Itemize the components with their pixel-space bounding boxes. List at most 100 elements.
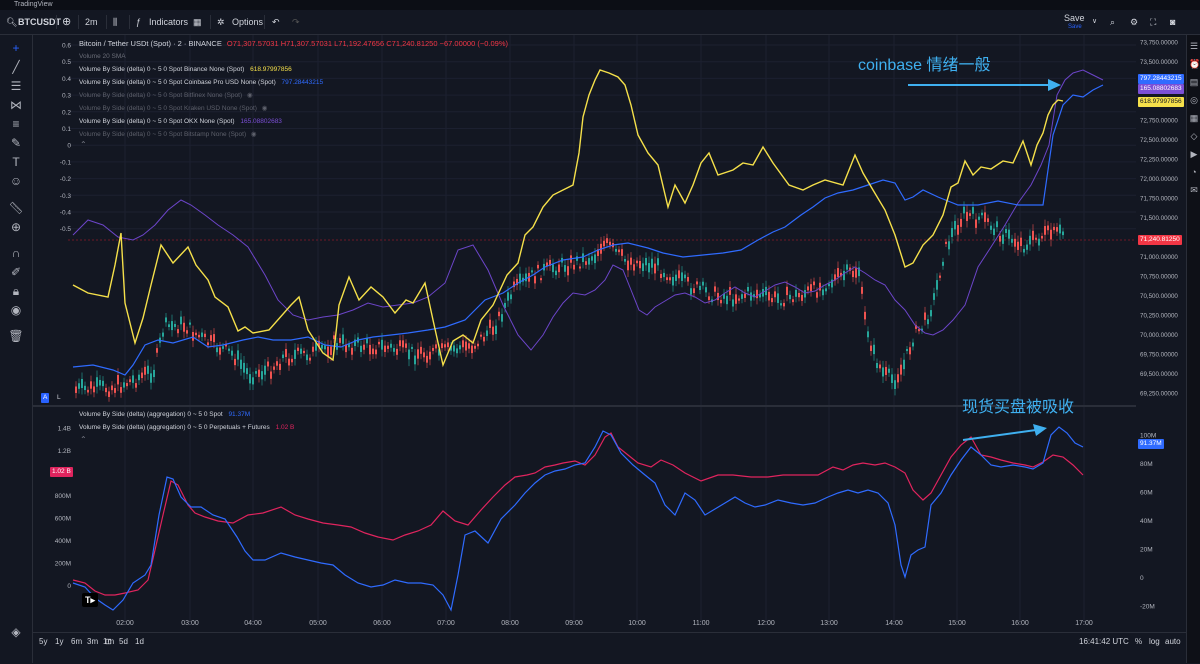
candle-body xyxy=(168,324,170,328)
emoji-icon[interactable]: ☺ xyxy=(9,174,23,188)
binance-value-tag: 618.97997856 xyxy=(1138,97,1184,107)
trash-icon[interactable]: 🗑︎ xyxy=(8,329,24,343)
candle-body xyxy=(351,347,353,355)
candle-body xyxy=(717,292,719,301)
range-button-6m[interactable]: 6m xyxy=(71,637,83,646)
compare-symbol-button[interactable]: ⊕ xyxy=(62,16,72,28)
streams-icon[interactable]: ▶ xyxy=(1190,149,1198,159)
crosshair-icon[interactable]: + xyxy=(12,41,20,55)
candle-body xyxy=(1026,244,1028,250)
log-scale-marker[interactable]: L xyxy=(57,394,61,401)
quick-search-icon[interactable]: ⌕ xyxy=(1110,17,1116,27)
indicators-button[interactable]: Indicators xyxy=(149,17,189,27)
candle-body xyxy=(96,377,98,387)
data-window-icon[interactable]: ▤ xyxy=(1189,77,1199,87)
save-button[interactable]: Save xyxy=(1064,13,1085,23)
magnet-icon[interactable]: ∩ xyxy=(11,246,21,260)
collapse-legend-icon[interactable]: ⌃ xyxy=(80,140,87,149)
hidden-eye-icon[interactable]: ◉ xyxy=(245,92,253,99)
candle-body xyxy=(345,344,347,353)
range-button-3m[interactable]: 3m xyxy=(87,637,99,646)
alerts-icon[interactable]: ⏰ xyxy=(1189,59,1200,69)
range-button-1y[interactable]: 1y xyxy=(55,637,64,646)
candle-body xyxy=(957,225,959,235)
hidden-eye-icon[interactable]: ◉ xyxy=(249,131,257,138)
redo-icon[interactable]: ↷ xyxy=(292,17,300,27)
collapse-lower-legend-icon[interactable]: ⌃ xyxy=(80,435,87,444)
range-button-5y[interactable]: 5y xyxy=(39,637,48,646)
symbol-legend[interactable]: Bitcoin / Tether USDt (Spot) · 2 · BINAN… xyxy=(79,39,508,48)
candle-body xyxy=(228,348,230,351)
indicator-legend-row[interactable]: Volume By Side (delta) 0 ~ 5 0 Spot Bina… xyxy=(79,65,292,74)
pitchfork-icon[interactable]: ⋈ xyxy=(10,98,22,112)
hidden-eye-icon[interactable]: ◉ xyxy=(259,105,268,112)
candle-body xyxy=(105,387,107,393)
zoom-in-icon[interactable]: ⊕ xyxy=(10,220,22,234)
aggregation-legend-row[interactable]: Volume By Side (delta) (aggregation) 0 ~… xyxy=(79,410,250,419)
text-tool-icon[interactable]: T xyxy=(12,155,20,169)
indicators-icon[interactable]: ƒ xyxy=(136,17,142,27)
range-button-1d[interactable]: 1d xyxy=(135,637,144,646)
volume-sma-legend[interactable]: Volume 20 SMA xyxy=(79,53,126,60)
candle-body xyxy=(807,286,809,291)
candle-body xyxy=(936,280,938,290)
lock-icon[interactable]: 🔒︎ xyxy=(12,284,20,298)
lock-drawing-icon[interactable]: ✐ xyxy=(10,265,22,279)
log-scale-button[interactable]: log xyxy=(1149,637,1160,646)
interval-button[interactable]: 2m xyxy=(85,17,98,27)
candle-body xyxy=(738,298,740,301)
options-icon[interactable]: ✲ xyxy=(217,17,225,27)
fib-retracement-icon[interactable]: ≡ xyxy=(12,117,20,131)
indicator-legend-row[interactable]: Volume By Side (delta) 0 ~ 5 0 Spot OKX … xyxy=(79,117,282,126)
watchlist-icon[interactable]: ☰ xyxy=(1189,41,1199,51)
eye-icon[interactable]: ◉ xyxy=(10,303,22,317)
candle-body xyxy=(279,363,281,370)
brush-icon[interactable]: ✎ xyxy=(10,136,22,150)
aggregation-legend-row[interactable]: Volume By Side (delta) (aggregation) 0 ~… xyxy=(79,423,294,432)
percent-scale-button[interactable]: % xyxy=(1135,637,1143,646)
time-tick-label: 13:00 xyxy=(820,620,838,627)
layout-templates-icon[interactable]: ▦ xyxy=(193,17,202,27)
settings-icon[interactable]: ⚙ xyxy=(1130,17,1139,27)
indicator-legend-label: Volume By Side (delta) 0 ~ 5 0 Spot Bits… xyxy=(79,131,247,138)
symbol-search-button[interactable]: BTCUSDT xyxy=(18,17,61,27)
hotlists-icon[interactable]: ◎ xyxy=(1190,95,1198,105)
save-dropdown-icon[interactable]: ∨ xyxy=(1092,18,1098,25)
range-button-5d[interactable]: 5d xyxy=(119,637,128,646)
candle-body xyxy=(759,293,761,298)
calendar-icon[interactable]: ▦ xyxy=(1189,113,1199,123)
range-button-1m[interactable]: 1m xyxy=(103,637,115,646)
search-icon[interactable]: 🔍︎ xyxy=(6,17,18,27)
camera-icon[interactable]: ◙ xyxy=(1170,17,1176,27)
candle-body xyxy=(363,344,365,350)
object-tree-icon[interactable]: ◈ xyxy=(11,625,21,639)
goto-date-icon[interactable]: ⊡ xyxy=(105,637,112,646)
notifications-icon[interactable]: ◔ xyxy=(1191,167,1197,177)
candle-body xyxy=(828,283,830,287)
options-button[interactable]: Options xyxy=(232,17,264,27)
chart-canvas[interactable]: 02:00 03:00 04:00 05:00 06:00 07:00 08:00 09:00… xyxy=(33,35,1186,632)
ideas-icon[interactable]: ◇ xyxy=(1190,131,1198,141)
indicator-legend-row[interactable]: Volume By Side (delta) 0 ~ 5 0 Spot Bits… xyxy=(79,130,257,139)
chat-icon[interactable]: ✉ xyxy=(1190,185,1198,195)
candle-body xyxy=(603,240,605,247)
ruler-icon[interactable]: 📏︎ xyxy=(8,201,24,215)
candle-body xyxy=(747,286,749,292)
candle-body xyxy=(606,238,608,244)
candle-body xyxy=(954,220,956,230)
auto-scale-marker[interactable]: A xyxy=(41,393,50,403)
indicator-legend-row[interactable]: Volume By Side (delta) 0 ~ 5 0 Spot Krak… xyxy=(79,104,267,113)
horizontal-lines-icon[interactable]: ☰ xyxy=(10,79,22,93)
candle-body xyxy=(753,294,755,298)
candle-body xyxy=(669,277,671,281)
indicator-legend-row[interactable]: Volume By Side (delta) 0 ~ 5 0 Spot Coin… xyxy=(79,78,323,87)
trend-line-icon[interactable]: ╱ xyxy=(12,60,20,74)
undo-icon[interactable]: ↶ xyxy=(272,17,280,27)
candle-body xyxy=(396,348,398,355)
chart-type-button[interactable]: ⫼ xyxy=(113,17,118,27)
fullscreen-icon[interactable]: ⛶ xyxy=(1150,17,1157,27)
utc-clock[interactable]: 16:41:42 UTC xyxy=(1079,637,1129,646)
candle-body xyxy=(174,323,176,327)
indicator-legend-row[interactable]: Volume By Side (delta) 0 ~ 5 0 Spot Bitf… xyxy=(79,91,253,100)
auto-scale-button[interactable]: auto xyxy=(1165,637,1181,646)
